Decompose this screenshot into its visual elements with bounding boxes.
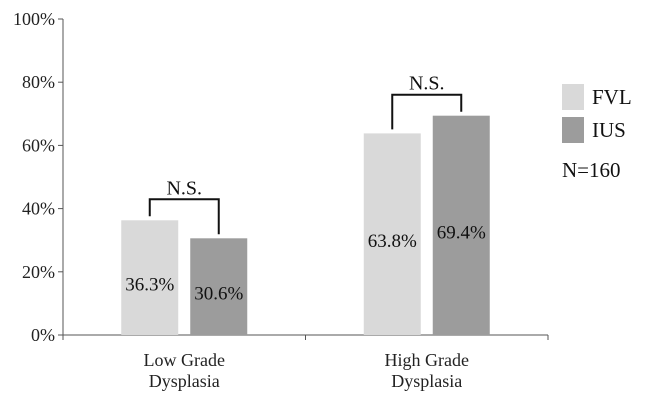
- significance-bracket: [148, 198, 220, 235]
- legend-swatch-fvl: [562, 84, 584, 110]
- data-label: 30.6%: [194, 284, 243, 305]
- bars: [121, 115, 490, 335]
- y-tick-label: 20%: [22, 262, 55, 282]
- data-label: 69.4%: [437, 222, 486, 243]
- legend-swatch-ius: [562, 117, 584, 143]
- data-label: 36.3%: [125, 275, 174, 296]
- bar-fvl: [121, 220, 179, 335]
- legend: FVL IUS: [562, 84, 632, 143]
- x-tick-label: Dysplasia: [391, 371, 462, 391]
- significance-label: N.S.: [166, 177, 202, 199]
- significance-label: N.S.: [409, 73, 445, 95]
- y-tick-label: 100%: [13, 9, 55, 29]
- x-tick-label: Dysplasia: [149, 371, 220, 391]
- x-tick-label: High Grade: [385, 350, 469, 370]
- sample-size-annotation: N=160: [562, 158, 621, 182]
- bar-fvl: [363, 133, 421, 335]
- significance-bracket: [391, 93, 463, 130]
- legend-label-fvl: FVL: [592, 85, 632, 109]
- y-tick-label: 60%: [22, 135, 55, 155]
- data-label: 63.8%: [368, 231, 417, 252]
- x-tick-label: Low Grade: [144, 350, 225, 370]
- y-tick-label: 0%: [31, 325, 55, 345]
- y-tick-label: 80%: [22, 72, 55, 92]
- bar-ius: [432, 115, 490, 335]
- bar-ius: [190, 238, 248, 335]
- legend-label-ius: IUS: [592, 118, 626, 142]
- y-tick-label: 40%: [22, 199, 55, 219]
